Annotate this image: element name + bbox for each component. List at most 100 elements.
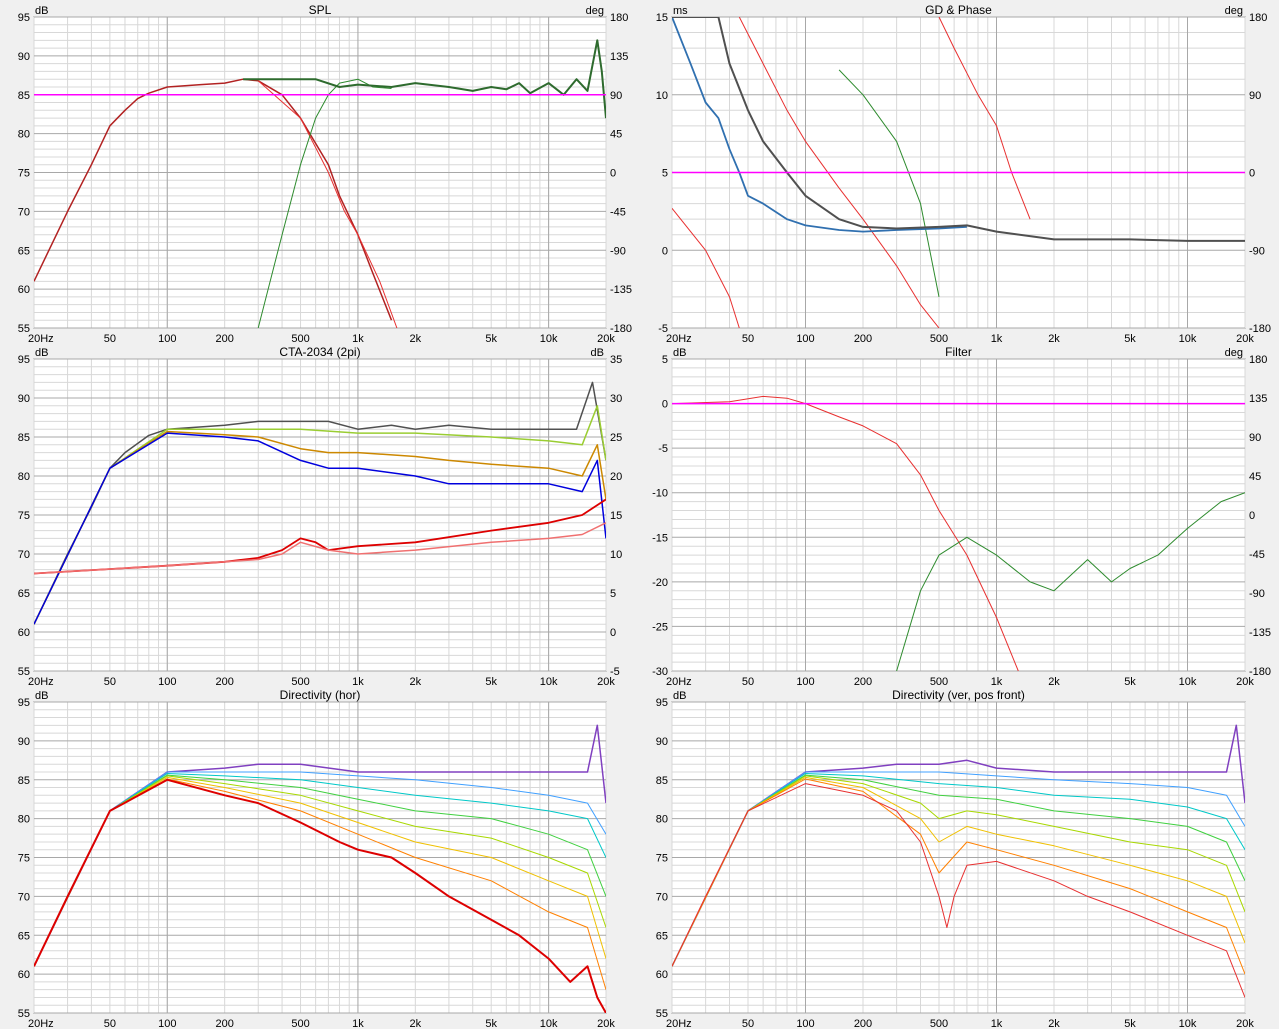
x-tick-label: 5k	[1124, 1018, 1136, 1029]
series-line-2	[672, 771, 1245, 967]
series-line-6	[34, 522, 606, 575]
y-tick-label-left: 5	[662, 354, 668, 366]
x-tick-label: 10k	[540, 676, 558, 688]
y-tick-label-left: 95	[18, 12, 30, 24]
series-line-6	[34, 776, 606, 967]
y-tick-label-left: 95	[656, 697, 668, 709]
y-tick-label-right: 180	[1249, 12, 1267, 24]
x-tick-label: 2k	[410, 1018, 422, 1029]
series-line-1	[34, 78, 393, 321]
series-line-2	[738, 17, 940, 328]
y-tick-label-right: 180	[1249, 354, 1267, 366]
y-tick-label-left: 90	[656, 736, 668, 748]
y-tick-label-left: 60	[18, 284, 30, 296]
y-tick-label-left: 90	[18, 51, 30, 63]
series-line-1	[672, 207, 740, 328]
chart-title: GD & Phase	[925, 3, 992, 17]
y-tick-label-right: -135	[610, 284, 632, 296]
y-tick-label-left: 5	[662, 168, 668, 180]
x-tick-label: 100	[158, 1018, 176, 1029]
y-axis-unit-left: dB	[35, 5, 48, 17]
x-tick-label: 5k	[1124, 676, 1136, 688]
chart-panel-1: 95 90 85 80 75 70 65 60 55 180 135 90 45 0 -45 -90 -135 -…	[18, 3, 632, 345]
y-tick-label-left: 70	[656, 891, 668, 903]
series-line-5	[672, 775, 1245, 967]
y-tick-label-right: -135	[1249, 627, 1271, 639]
y-tick-label-left: 85	[18, 775, 30, 787]
series-line-3	[34, 773, 606, 967]
y-axis-unit-left: dB	[35, 347, 48, 359]
y-tick-label-right: -90	[1249, 588, 1265, 600]
y-tick-label-right: 0	[610, 627, 616, 639]
x-tick-label: 1k	[352, 676, 364, 688]
y-tick-label-right: 15	[610, 510, 622, 522]
y-tick-label-right: 25	[610, 432, 622, 444]
y-tick-label-right: 0	[1249, 510, 1255, 522]
series-line-2	[34, 771, 606, 967]
x-tick-label: 20Hz	[666, 333, 692, 345]
x-tick-label: 2k	[1048, 676, 1060, 688]
x-tick-label: 500	[930, 676, 948, 688]
x-tick-label: 200	[215, 1018, 233, 1029]
plot-area	[671, 358, 1246, 672]
y-tick-label-right: -90	[1249, 245, 1265, 257]
series-line-6	[672, 17, 1245, 242]
y-tick-label-left: 80	[18, 814, 30, 826]
series-line-8	[672, 783, 1245, 998]
series-line-4	[34, 432, 606, 625]
x-tick-label: 20Hz	[28, 333, 54, 345]
x-tick-label: 2k	[410, 676, 422, 688]
y-tick-label-left: 75	[18, 853, 30, 865]
x-tick-label: 100	[796, 333, 814, 345]
y-tick-label-right: 0	[1249, 168, 1255, 180]
series-line-1	[34, 381, 606, 625]
x-tick-label: 20Hz	[28, 676, 54, 688]
series-line-2	[896, 492, 1245, 671]
y-tick-label-left: 85	[18, 90, 30, 102]
y-tick-label-left: -30	[652, 666, 668, 678]
y-tick-label-left: 65	[656, 930, 668, 942]
y-tick-label-right: -45	[610, 206, 626, 218]
y-tick-label-left: 65	[18, 930, 30, 942]
x-tick-label: 50	[742, 676, 754, 688]
y-tick-label-left: 10	[656, 90, 668, 102]
x-tick-label: 20k	[1236, 1018, 1254, 1029]
x-tick-label: 500	[930, 333, 948, 345]
y-tick-label-right: 5	[610, 588, 616, 600]
series-line-3	[938, 17, 1031, 220]
y-tick-label-left: 55	[18, 666, 30, 678]
y-tick-label-left: 80	[18, 129, 30, 141]
y-tick-label-left: 70	[18, 891, 30, 903]
x-tick-label: 100	[796, 676, 814, 688]
x-tick-label: 100	[158, 676, 176, 688]
chart-title: CTA-2034 (2pi)	[279, 345, 360, 359]
x-tick-label: 200	[215, 676, 233, 688]
y-axis-unit-left: ms	[673, 5, 688, 17]
x-tick-label: 10k	[540, 1018, 558, 1029]
y-tick-label-right: 135	[1249, 393, 1267, 405]
series-group	[34, 724, 606, 1013]
x-tick-label: 1k	[352, 333, 364, 345]
x-tick-label: 50	[104, 333, 116, 345]
x-tick-label: 20k	[597, 333, 615, 345]
y-tick-label-left: 90	[18, 736, 30, 748]
x-tick-label: 2k	[410, 333, 422, 345]
x-tick-label: 50	[742, 333, 754, 345]
y-tick-label-left: 70	[18, 549, 30, 561]
x-tick-label: 5k	[485, 1018, 497, 1029]
y-tick-label-left: 60	[656, 969, 668, 981]
x-tick-label: 1k	[991, 333, 1003, 345]
y-tick-label-left: 65	[18, 588, 30, 600]
y-tick-label-right: 180	[610, 12, 628, 24]
y-tick-label-left: 0	[662, 245, 668, 257]
y-tick-label-right: -180	[610, 323, 632, 335]
y-tick-label-right: 20	[610, 471, 622, 483]
y-tick-label-left: 65	[18, 245, 30, 257]
y-tick-label-left: 85	[18, 432, 30, 444]
x-tick-label: 20Hz	[666, 1018, 692, 1029]
y-tick-label-right: 30	[610, 393, 622, 405]
y-tick-label-left: 85	[656, 775, 668, 787]
y-tick-label-left: 75	[18, 510, 30, 522]
